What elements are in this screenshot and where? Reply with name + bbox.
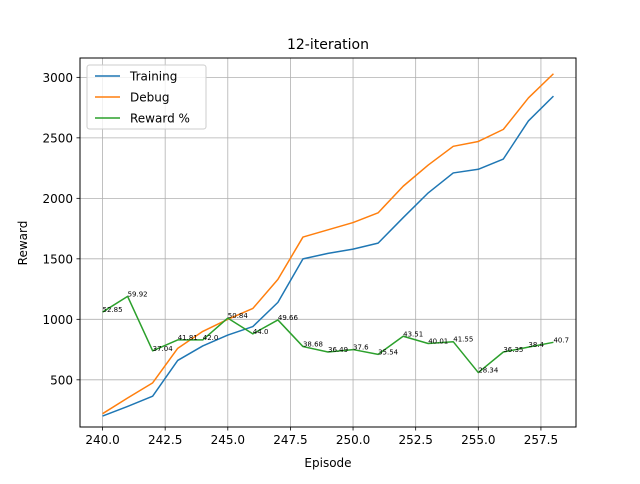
- x-tick-label: 255.0: [461, 433, 495, 447]
- x-tick-label: 250.0: [336, 433, 370, 447]
- data-label: 35.54: [378, 348, 399, 356]
- data-label: 42.0: [203, 334, 219, 342]
- data-label: 59.92: [128, 290, 148, 298]
- series-line-training: [102, 95, 554, 417]
- data-label: 38.68: [303, 341, 323, 349]
- series-line-debug: [102, 73, 554, 415]
- data-labels: 52.85 59.92 37.04 41.81 42.0 50.84 44.0 49.66 38…: [103, 290, 570, 374]
- legend-label: Reward %: [130, 112, 190, 126]
- legend-label: Training: [129, 70, 177, 84]
- y-tick-label: 1000: [42, 313, 73, 327]
- data-label: 36.35: [503, 346, 523, 354]
- series-line-reward: [102, 295, 554, 374]
- data-label: 41.55: [453, 336, 473, 344]
- x-tick-label: 257.5: [524, 433, 558, 447]
- data-label: 40.01: [428, 338, 448, 346]
- y-tick-label: 2000: [42, 192, 73, 206]
- x-tick-label: 242.5: [148, 433, 182, 447]
- plot-frame: [79, 57, 577, 428]
- data-label: 28.34: [478, 367, 499, 375]
- data-label: 37.04: [153, 345, 174, 353]
- legend-label: Debug: [130, 91, 169, 105]
- data-label: 43.51: [403, 330, 423, 338]
- data-label: 49.66: [278, 314, 299, 322]
- y-tick-label: 2500: [42, 131, 73, 145]
- grid: [80, 58, 576, 427]
- data-label: 40.7: [553, 336, 569, 344]
- data-label: 41.81: [178, 334, 198, 342]
- y-tick-label: 3000: [42, 71, 73, 85]
- y-axis-title: Reward: [16, 221, 30, 266]
- series-lines: [102, 73, 554, 417]
- x-tick-label: 252.5: [398, 433, 432, 447]
- x-tick-label: 247.5: [273, 433, 307, 447]
- x-tick-label: 245.0: [211, 433, 245, 447]
- data-label: 37.6: [353, 344, 369, 352]
- data-label: 44.0: [253, 328, 269, 336]
- data-label: 50.84: [228, 312, 249, 320]
- legend: Training Debug Reward %: [86, 64, 207, 130]
- data-label: 36.49: [328, 346, 348, 354]
- x-tick-label: 240.0: [85, 433, 119, 447]
- y-tick-label: 500: [50, 373, 73, 387]
- data-label: 38.4: [528, 341, 544, 349]
- chart-title: 12-iteration: [287, 37, 369, 53]
- axis-ticks: 240.0 242.5 245.0 247.5 250.0 252.5 255.0 257.5…: [42, 71, 558, 447]
- data-label: 52.85: [103, 306, 123, 314]
- legend-box: [86, 64, 207, 130]
- x-axis-title: Episode: [304, 456, 351, 470]
- y-tick-label: 1500: [42, 252, 73, 266]
